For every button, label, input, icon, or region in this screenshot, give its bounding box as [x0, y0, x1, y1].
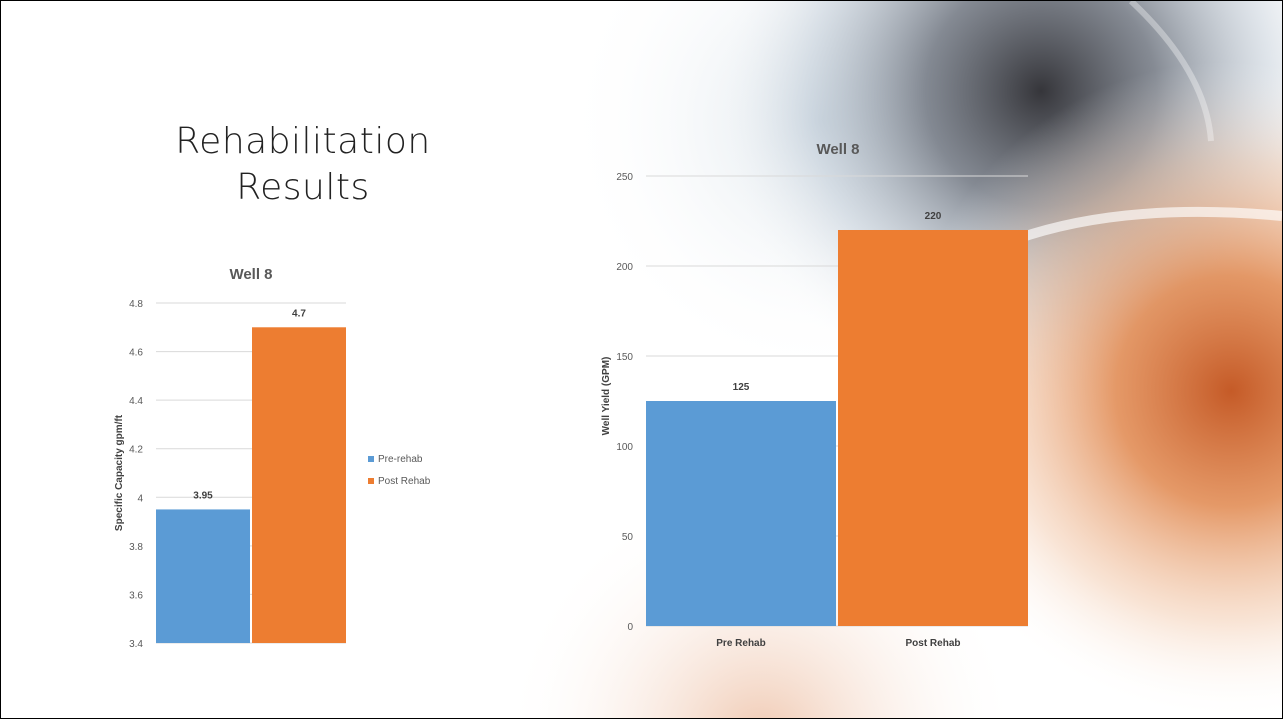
bars [646, 230, 1028, 626]
y-tick-label: 150 [616, 352, 633, 363]
y-tick-label: 100 [616, 442, 633, 453]
slide-title: Rehabilitation Results [113, 119, 493, 211]
bar [838, 230, 1028, 626]
bar [156, 509, 250, 643]
legend-swatch [368, 478, 374, 484]
y-tick-label: 50 [622, 532, 634, 543]
y-tick-label: 4 [137, 493, 143, 504]
data-labels: 125 220 [733, 211, 942, 393]
slide-title-line-2: Results [236, 167, 370, 208]
y-axis-ticks: 3.4 3.6 3.8 4 4.2 4.4 4.6 4.8 [129, 299, 143, 650]
y-tick-label: 3.6 [129, 590, 143, 601]
data-labels: 3.95 4.7 [193, 308, 306, 501]
data-label: 3.95 [193, 490, 213, 501]
legend-swatch [368, 456, 374, 462]
data-label: 4.7 [292, 308, 306, 319]
bars [156, 327, 346, 643]
y-tick-label: 3.4 [129, 639, 143, 650]
data-label: 220 [925, 211, 942, 222]
legend: Pre-rehab Post Rehab [368, 454, 431, 487]
y-axis-ticks: 0 50 100 150 200 250 [616, 172, 633, 633]
y-tick-label: 250 [616, 172, 633, 183]
x-tick-label: Pre Rehab [716, 638, 765, 649]
bar [252, 327, 346, 643]
bar [646, 401, 836, 626]
y-tick-label: 4.4 [129, 396, 143, 407]
y-tick-label: 4.2 [129, 445, 143, 456]
chart-title: Well 8 [816, 141, 859, 158]
slide-title-line-1: Rehabilitation [175, 121, 431, 162]
y-axis-label: Well Yield (GPM) [601, 357, 612, 436]
x-axis-ticks: Pre Rehab Post Rehab [716, 638, 960, 649]
x-tick-label: Post Rehab [905, 638, 960, 649]
legend-label: Post Rehab [378, 476, 431, 487]
y-tick-label: 4.6 [129, 348, 143, 359]
chart-title: Well 8 [229, 266, 272, 283]
legend-label: Pre-rehab [378, 454, 423, 465]
data-label: 125 [733, 382, 750, 393]
y-axis-label: Specific Capacity gpm/ft [114, 414, 125, 531]
y-tick-label: 0 [627, 622, 633, 633]
y-tick-label: 4.8 [129, 299, 143, 310]
y-tick-label: 3.8 [129, 542, 143, 553]
y-tick-label: 200 [616, 262, 633, 273]
